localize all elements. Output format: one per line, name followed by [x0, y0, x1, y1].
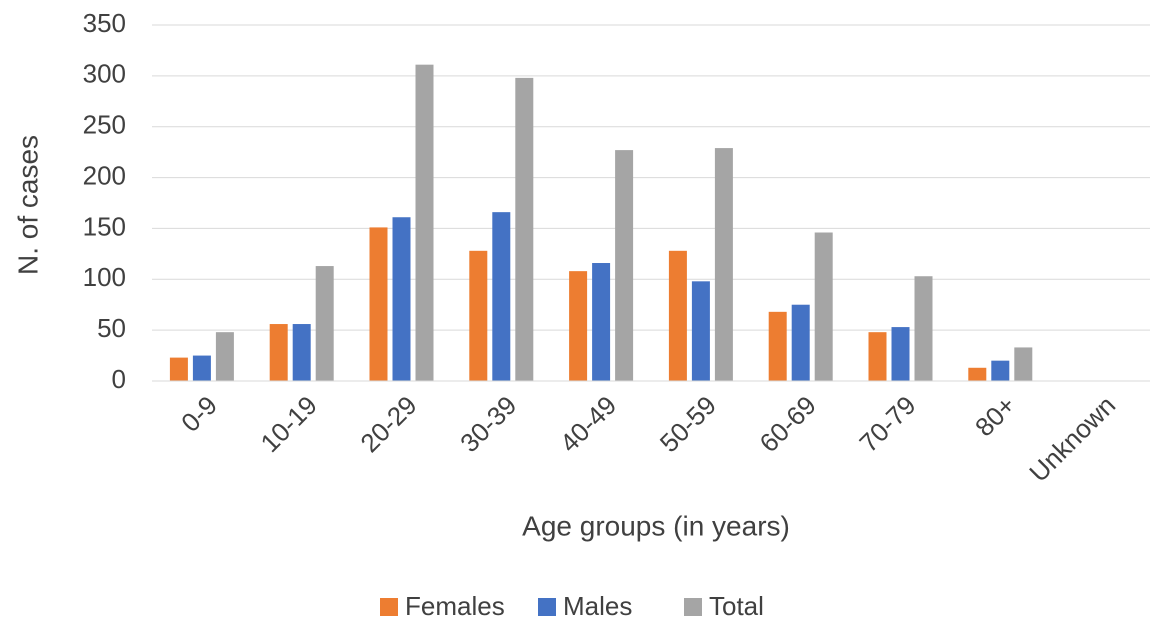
bar — [691, 281, 710, 381]
x-tick-label: 70-79 — [853, 390, 921, 458]
y-tick-label: 250 — [83, 110, 126, 140]
y-tick-label: 100 — [83, 262, 126, 292]
bar — [1014, 347, 1033, 381]
bar — [492, 212, 511, 381]
bar — [768, 311, 787, 381]
bar — [668, 250, 687, 381]
legend-label: Total — [709, 591, 764, 621]
bar — [791, 304, 810, 381]
legend-label: Females — [405, 591, 505, 621]
y-axis-title: N. of cases — [12, 135, 43, 275]
bar — [315, 266, 334, 381]
bar — [415, 64, 434, 381]
bar — [369, 227, 388, 381]
bar — [868, 332, 887, 381]
bar — [714, 148, 733, 381]
x-tick-label: 80+ — [969, 390, 1021, 442]
x-tick-label: 10-19 — [255, 390, 323, 458]
legend-swatch — [684, 598, 702, 616]
y-tick-label: 200 — [83, 160, 126, 190]
x-tick-label: 0-9 — [175, 390, 223, 438]
bar — [515, 77, 534, 382]
legend-swatch — [538, 598, 556, 616]
bar — [592, 263, 611, 381]
bar — [615, 150, 634, 381]
legend-label: Males — [563, 591, 632, 621]
bar — [215, 332, 234, 381]
bar — [192, 355, 211, 381]
bar — [814, 232, 833, 381]
x-tick-label: Unknown — [1023, 390, 1121, 488]
x-tick-label: 20-29 — [354, 390, 422, 458]
x-tick-label: 40-49 — [554, 390, 622, 458]
x-axis-title: Age groups (in years) — [522, 510, 790, 541]
bar — [269, 324, 288, 381]
bar — [169, 357, 188, 381]
y-tick-label: 350 — [83, 8, 126, 38]
bar — [991, 360, 1010, 381]
y-tick-label: 0 — [112, 364, 126, 394]
bar — [891, 327, 910, 381]
y-tick-label: 150 — [83, 211, 126, 241]
bar — [469, 250, 488, 381]
bar — [292, 324, 311, 381]
y-tick-label: 300 — [83, 59, 126, 89]
bar — [392, 217, 411, 381]
x-tick-label: 30-39 — [454, 390, 522, 458]
bar — [968, 367, 987, 381]
x-tick-label: 60-69 — [754, 390, 822, 458]
legend-swatch — [380, 598, 398, 616]
bar — [914, 276, 933, 381]
x-tick-label: 50-59 — [654, 390, 722, 458]
bar — [569, 271, 588, 381]
y-tick-label: 50 — [97, 313, 126, 343]
